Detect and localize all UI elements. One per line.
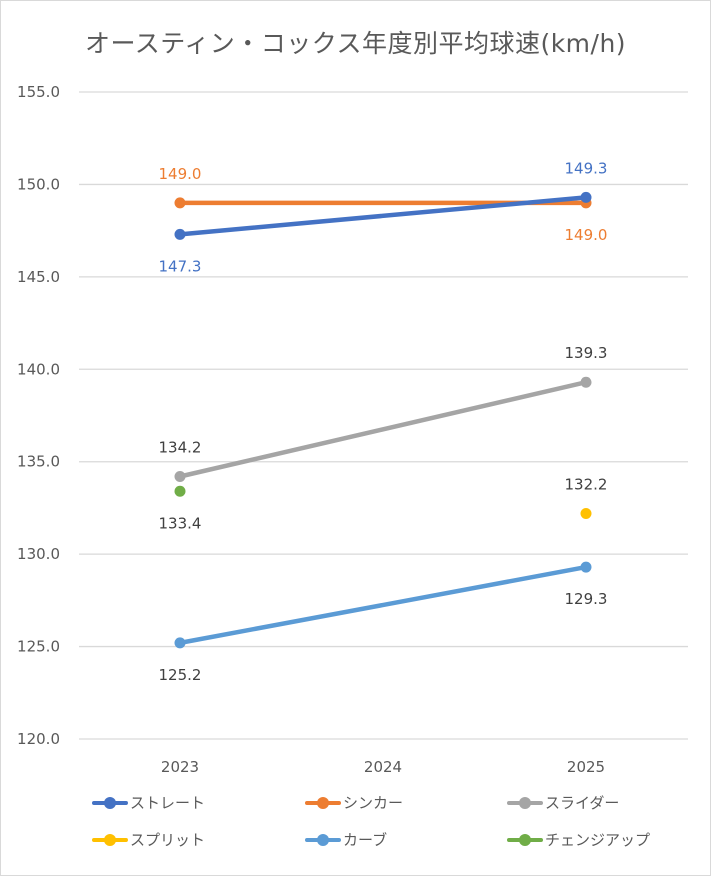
legend-marker-icon [305,833,341,846]
data-label: 139.3 [565,344,608,362]
data-point [580,376,592,388]
y-tick-label: 130.0 [17,545,60,563]
x-tick-label: 2025 [567,758,605,776]
legend-item: シンカー [305,792,403,813]
data-label: 149.0 [565,226,608,244]
data-label: 125.2 [159,666,202,684]
y-tick-label: 120.0 [17,730,60,748]
y-tick-label: 125.0 [17,638,60,656]
y-tick-label: 150.0 [17,175,60,193]
chart-title: オースティン・コックス年度別平均球速(km/h) [84,29,627,58]
series-line [177,195,589,237]
data-point [580,561,592,573]
data-point [580,507,592,519]
legend-label: シンカー [343,794,404,812]
series-line [177,564,589,646]
legend-item: スプリット [92,829,205,850]
x-tick-label: 2024 [364,758,402,776]
legend-marker-icon [92,796,128,809]
data-point [174,637,186,649]
legend-label: カーブ [343,831,388,849]
legend-label: チェンジアップ [545,831,651,849]
data-point [174,228,186,240]
y-tick-label: 135.0 [17,453,60,471]
data-label: 147.3 [159,257,202,275]
legend-marker-icon [92,833,128,846]
legend-item: スライダー [507,792,619,813]
series-line [177,379,589,479]
data-label: 134.2 [159,439,202,457]
data-point [174,471,186,483]
legend-marker-icon [305,796,341,809]
data-label: 129.3 [565,590,608,608]
data-point [174,197,186,209]
data-label: 149.3 [565,159,608,177]
legend-label: スプリット [130,831,206,849]
legend-item: チェンジアップ [507,829,650,850]
y-tick-label: 155.0 [17,83,60,101]
data-label: 132.2 [565,475,608,493]
x-tick-label: 2023 [161,758,199,776]
legend-item: ストレート [92,792,205,813]
data-label: 133.4 [159,514,202,532]
data-point [174,485,186,497]
y-tick-label: 140.0 [17,360,60,378]
legend-label: ストレート [130,794,206,812]
legend-marker-icon [507,833,543,846]
legend-item: カーブ [305,829,387,850]
legend-label: スライダー [545,794,620,812]
y-tick-label: 145.0 [17,268,60,286]
data-point [580,191,592,203]
legend-marker-icon [507,796,543,809]
data-label: 149.0 [159,165,202,183]
